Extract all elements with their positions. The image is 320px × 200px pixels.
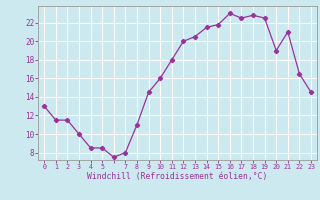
X-axis label: Windchill (Refroidissement éolien,°C): Windchill (Refroidissement éolien,°C)	[87, 172, 268, 181]
